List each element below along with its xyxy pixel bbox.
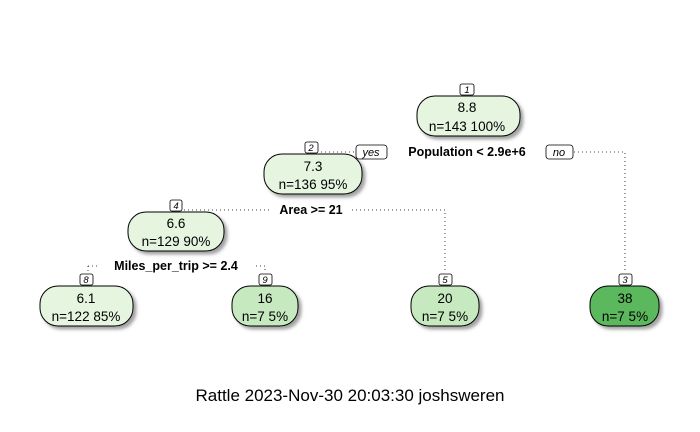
edge-2-5 bbox=[352, 209, 446, 272]
split-label-node4: Miles_per_trip >= 2.4 bbox=[114, 259, 238, 273]
node-value: 38 bbox=[617, 291, 632, 306]
node-id: 2 bbox=[307, 143, 314, 154]
tree-node-3: 3 38 n=7 5% bbox=[589, 273, 660, 327]
node-count: n=7 5% bbox=[602, 309, 648, 324]
node-id: 4 bbox=[173, 201, 178, 212]
caption: Rattle 2023-Nov-30 20:03:30 joshsweren bbox=[195, 386, 505, 405]
tree-node-5: 5 20 n=7 5% bbox=[410, 273, 480, 327]
node-id: 8 bbox=[83, 275, 89, 286]
edge-4-9 bbox=[256, 265, 266, 272]
tree-node-8: 8 6.1 n=122 85% bbox=[39, 273, 134, 327]
node-id: 1 bbox=[464, 85, 469, 96]
node-value: 7.3 bbox=[304, 159, 323, 174]
tree-node-9: 9 16 n=7 5% bbox=[231, 273, 299, 327]
node-value: 6.1 bbox=[77, 291, 96, 306]
tree-node-4: 4 6.6 n=129 90% bbox=[127, 199, 225, 252]
svg-text:yes: yes bbox=[361, 147, 380, 159]
node-box bbox=[127, 211, 225, 252]
node-count: n=7 5% bbox=[422, 309, 468, 324]
node-count: n=129 90% bbox=[142, 234, 211, 249]
node-value: 20 bbox=[437, 291, 452, 306]
node-count: n=7 5% bbox=[242, 309, 288, 324]
node-count: n=122 85% bbox=[52, 309, 121, 324]
node-box bbox=[263, 153, 363, 195]
node-value: 16 bbox=[257, 291, 272, 306]
node-id: 9 bbox=[262, 275, 268, 286]
yes-label: yes bbox=[355, 144, 388, 160]
node-id-box bbox=[618, 273, 633, 286]
node-count: n=136 95% bbox=[279, 177, 348, 192]
split-label-node2: Area >= 21 bbox=[279, 203, 342, 217]
split-label-root: Population < 2.9e+6 bbox=[408, 145, 525, 159]
no-label: no bbox=[545, 144, 574, 160]
node-id-box bbox=[304, 141, 319, 154]
node-id-box bbox=[79, 273, 94, 286]
node-id: 3 bbox=[622, 275, 628, 286]
node-box bbox=[39, 285, 134, 327]
tree-node-1: 1 8.8 n=143 100% bbox=[416, 83, 521, 137]
svg-text:no: no bbox=[553, 147, 565, 159]
node-id: 5 bbox=[442, 275, 448, 286]
node-box bbox=[231, 285, 299, 327]
node-box bbox=[416, 95, 521, 137]
node-id-box bbox=[438, 273, 453, 286]
node-box bbox=[410, 285, 480, 327]
node-value: 8.8 bbox=[458, 100, 477, 115]
edge-1-3 bbox=[574, 151, 626, 272]
node-id-box bbox=[169, 199, 183, 212]
node-id-box bbox=[459, 83, 475, 96]
node-id-box bbox=[258, 273, 273, 286]
node-value: 6.6 bbox=[167, 216, 186, 231]
node-box bbox=[589, 285, 660, 327]
tree-node-2: 2 7.3 n=136 95% bbox=[263, 141, 363, 195]
node-count: n=143 100% bbox=[429, 119, 505, 134]
